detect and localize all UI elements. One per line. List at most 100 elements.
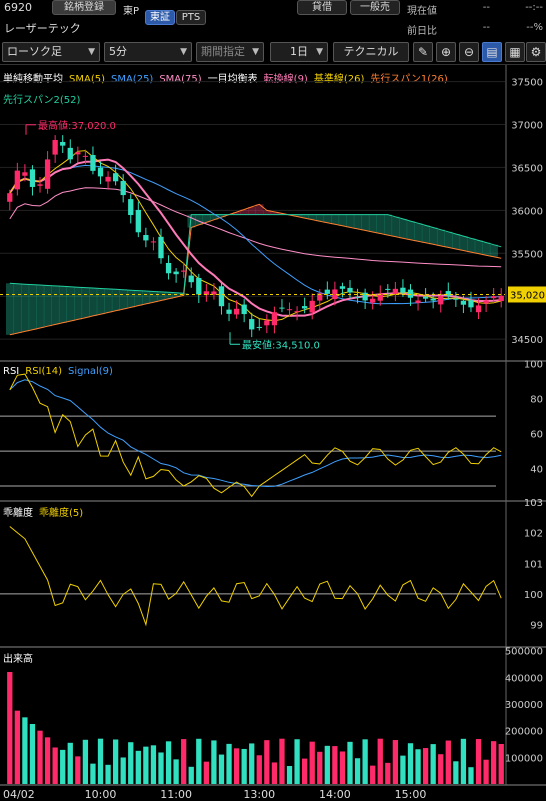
kumo-cloud-segment bbox=[346, 214, 355, 228]
kumo-cloud-segment bbox=[164, 292, 173, 299]
volume-bar bbox=[226, 743, 232, 784]
settings-icon[interactable]: ⚙ bbox=[526, 42, 546, 62]
header: 6920 レーザーテック 銘柄登録 東P 東証 PTS 貸借 一般売 現在値 -… bbox=[0, 0, 546, 38]
panel-separators bbox=[0, 65, 546, 786]
kumo-cloud-segment bbox=[414, 223, 423, 242]
volume-bar bbox=[475, 739, 482, 784]
y-tick-label: 60 bbox=[530, 430, 543, 441]
zoom-out-icon[interactable]: ⊖ bbox=[459, 42, 479, 62]
candle-body bbox=[249, 319, 255, 330]
chart-toolbar: ローソク足 ▼ 5分 ▼ 期間指定 ▼ 1日 ▼ テクニカル ✎ ⊕ ⊖ ▤ ▦ ⚙ bbox=[0, 39, 546, 65]
candle-body bbox=[370, 298, 376, 303]
series-signal bbox=[9, 379, 502, 488]
kumo-cloud-segment bbox=[187, 214, 196, 228]
candle-body bbox=[362, 292, 368, 301]
candle-body bbox=[271, 312, 278, 326]
candle-body bbox=[67, 147, 73, 160]
volume-bar bbox=[286, 766, 293, 784]
candle-body bbox=[400, 287, 406, 293]
volume-bar bbox=[317, 751, 323, 784]
period-select[interactable]: 期間指定 ▼ bbox=[196, 42, 264, 62]
candle-body bbox=[309, 300, 315, 313]
kumo-cloud-segment bbox=[240, 209, 249, 215]
candle-body bbox=[392, 288, 399, 294]
x-tick-label: 13:00 bbox=[243, 788, 275, 801]
candle-body bbox=[188, 275, 194, 283]
range-select[interactable]: 1日 ▼ bbox=[270, 42, 328, 62]
kumo-cloud-segment bbox=[452, 233, 461, 249]
volume-bar bbox=[468, 767, 474, 784]
y-tick-label: 37000 bbox=[511, 121, 543, 132]
legend-item-6: 基準線(26) bbox=[314, 72, 365, 85]
chart-area[interactable]: 単純移動平均 SMA(5) SMA(25) SMA(75) 一目均衡表 転換線(9) 基準線… bbox=[0, 65, 546, 801]
sell-type-button[interactable]: 一般売 bbox=[350, 0, 400, 15]
candle-body bbox=[7, 193, 13, 202]
candle-body bbox=[218, 286, 225, 307]
kumo-cloud-segment bbox=[58, 286, 67, 323]
candle-body bbox=[324, 289, 330, 294]
volume-bar bbox=[14, 710, 20, 784]
volume-bar bbox=[150, 745, 157, 784]
chart-type-label: ローソク足 bbox=[7, 45, 62, 58]
volume-bar bbox=[460, 738, 467, 784]
candle-body bbox=[143, 235, 149, 241]
series-span2 bbox=[9, 214, 502, 294]
period-label: 期間指定 bbox=[201, 45, 245, 58]
x-tick-label: 15:00 bbox=[395, 788, 427, 801]
chart-icon[interactable]: ▤ bbox=[482, 42, 502, 62]
save-icon[interactable]: ▦ bbox=[505, 42, 525, 62]
volume-bar bbox=[445, 740, 451, 784]
kumo-cloud-segment bbox=[489, 244, 498, 257]
kumo-cloud-segment bbox=[28, 284, 37, 330]
volume-bar bbox=[67, 742, 73, 784]
kumo-cloud-segment bbox=[376, 214, 385, 234]
kumo-cloud-segment bbox=[308, 214, 317, 220]
kumo-cloud-segment bbox=[399, 218, 408, 239]
kumo-cloud-segment bbox=[111, 289, 120, 311]
technical-button[interactable]: テクニカル bbox=[333, 42, 409, 62]
volume-bar bbox=[407, 743, 414, 784]
chart-type-select[interactable]: ローソク足 ▼ bbox=[2, 42, 100, 62]
y-tick-label: 200000 bbox=[505, 727, 543, 738]
y-tick-label: 34500 bbox=[511, 335, 543, 346]
volume-bar bbox=[165, 741, 172, 784]
candle-body bbox=[475, 305, 482, 313]
kumo-cloud-segment bbox=[74, 287, 83, 320]
y-tick-label: 37500 bbox=[511, 78, 543, 89]
lend-button[interactable]: 貸借 bbox=[297, 0, 347, 15]
candle-body bbox=[22, 172, 28, 176]
tab-tse[interactable]: 東証 bbox=[145, 10, 175, 25]
tab-pts[interactable]: PTS bbox=[176, 10, 206, 25]
volume-bar bbox=[181, 739, 187, 784]
legend-item-0: 先行スパン2(52) bbox=[3, 93, 80, 106]
y-tick-label: 99 bbox=[530, 621, 543, 632]
candle-body bbox=[491, 296, 497, 299]
kumo-cloud-segment bbox=[126, 290, 136, 308]
candle-body bbox=[453, 298, 459, 300]
candle-body bbox=[112, 173, 119, 182]
legend-item-4: 一目均衡表 bbox=[208, 72, 258, 85]
current-price-value: -- bbox=[482, 2, 490, 13]
kumo-cloud-segment bbox=[142, 291, 151, 304]
candle-body bbox=[196, 277, 202, 295]
candle-body bbox=[82, 155, 89, 157]
candle-body bbox=[181, 270, 187, 272]
interval-label: 5分 bbox=[109, 45, 127, 58]
candle-body bbox=[120, 180, 126, 196]
candle-body bbox=[317, 293, 323, 301]
y-tick-label: 40 bbox=[530, 465, 543, 476]
kumo-cloud-segment bbox=[6, 283, 15, 335]
legend-item-5: 転換線(9) bbox=[264, 72, 308, 85]
register-button[interactable]: 銘柄登録 bbox=[52, 0, 116, 15]
zoom-in-icon[interactable]: ⊕ bbox=[436, 42, 456, 62]
kumo-cloud-segment bbox=[210, 214, 219, 220]
candle-body bbox=[90, 155, 96, 171]
candle-body bbox=[385, 288, 391, 290]
volume-bar bbox=[233, 748, 240, 784]
pen-icon[interactable]: ✎ bbox=[413, 42, 433, 62]
y-tick-label: 102 bbox=[524, 529, 543, 540]
interval-select[interactable]: 5分 ▼ bbox=[104, 42, 192, 62]
volume-bar bbox=[29, 724, 36, 784]
volume-bar bbox=[438, 754, 444, 784]
kumo-cloud-segment bbox=[331, 214, 340, 225]
